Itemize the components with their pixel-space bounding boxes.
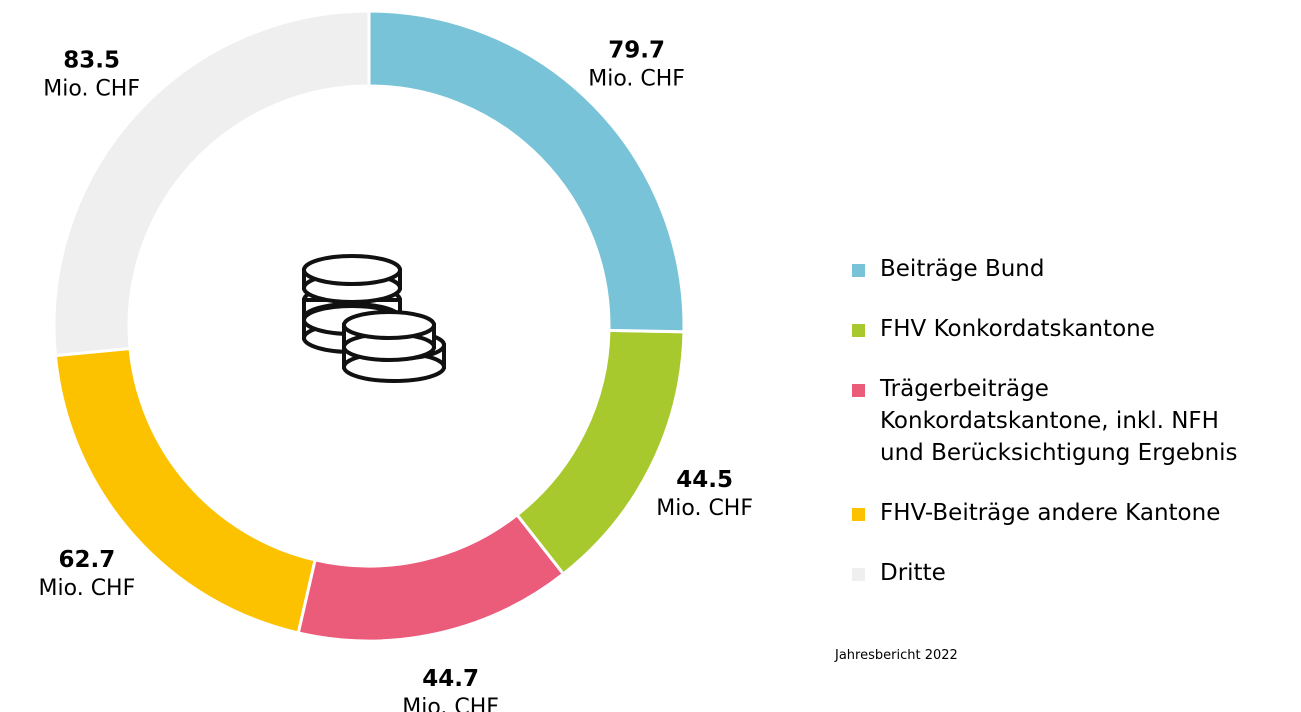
coins-icon <box>302 254 446 383</box>
donut-segment <box>296 512 566 643</box>
data-label-unit: Mio. CHF <box>402 695 499 712</box>
legend-swatch <box>852 384 865 397</box>
donut-segment <box>514 328 686 576</box>
legend-swatch <box>852 568 865 581</box>
legend-item: FHV-Beiträge andere Kantone <box>852 497 1238 529</box>
legend-label: Dritte <box>880 560 946 586</box>
donut-segment <box>367 9 686 334</box>
data-label-unit: Mio. CHF <box>588 66 685 91</box>
data-label: 79.7 <box>608 37 665 63</box>
data-label: 44.7 <box>422 666 479 692</box>
legend-item: Trägerbeiträge Konkordatskantone, inkl. … <box>852 373 1238 469</box>
data-label-unit: Mio. CHF <box>43 77 140 102</box>
data-label-unit: Mio. CHF <box>39 576 136 601</box>
legend-item: FHV Konkordatskantone <box>852 313 1238 345</box>
legend-item: Dritte <box>852 557 1238 589</box>
legend-label: FHV Konkordatskantone <box>880 316 1155 342</box>
legend-label: Trägerbeiträge Konkordatskantone, inkl. … <box>880 376 1238 466</box>
legend-swatch <box>852 508 865 521</box>
legend-swatch <box>852 324 865 337</box>
donut-segment <box>52 9 371 358</box>
legend-swatch <box>852 264 865 277</box>
legend: Beiträge Bund FHV Konkordatskantone Träger… <box>852 253 1238 589</box>
legend-label: Beiträge Bund <box>880 256 1045 282</box>
legend-label: FHV-Beiträge andere Kantone <box>880 500 1221 526</box>
donut-segment <box>53 346 317 635</box>
data-label: 62.7 <box>59 547 116 573</box>
data-label: 83.5 <box>63 48 120 74</box>
legend-item: Beiträge Bund <box>852 253 1238 285</box>
data-label-unit: Mio. CHF <box>656 496 753 521</box>
source-note: Jahresbericht 2022 <box>835 648 958 663</box>
data-label: 44.5 <box>676 467 733 493</box>
chart: 79.7 Mio. CHF 44.5 Mio. CHF 44.7 Mio. CHF 62.7… <box>39 9 753 712</box>
